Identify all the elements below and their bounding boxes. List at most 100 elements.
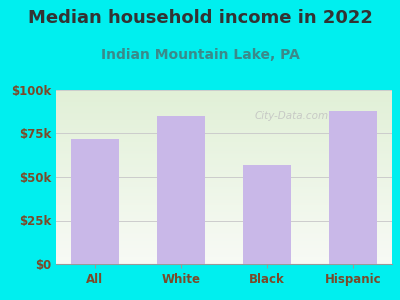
Bar	[56, 135, 392, 137]
Bar	[56, 200, 392, 201]
Bar	[56, 207, 392, 208]
Bar	[56, 163, 392, 165]
Bar	[56, 260, 392, 262]
Bar	[56, 257, 392, 259]
Bar	[56, 139, 392, 140]
Bar	[71, 139, 118, 264]
Bar	[56, 125, 392, 127]
Bar	[56, 259, 392, 260]
Bar	[56, 111, 392, 112]
Bar	[56, 219, 392, 220]
Bar	[330, 111, 377, 264]
Bar	[56, 170, 392, 172]
Bar	[56, 120, 392, 121]
Bar	[56, 140, 392, 142]
Bar	[56, 97, 392, 99]
Bar	[56, 198, 392, 200]
Bar	[56, 243, 392, 245]
Bar	[56, 128, 392, 130]
Bar	[56, 116, 392, 118]
Bar	[56, 165, 392, 167]
Bar	[56, 118, 392, 120]
Bar	[56, 147, 392, 149]
Bar	[56, 252, 392, 254]
Bar	[56, 132, 392, 134]
Bar	[56, 224, 392, 226]
Bar	[56, 240, 392, 242]
Bar	[56, 149, 392, 151]
Bar	[56, 168, 392, 170]
Bar	[56, 262, 392, 264]
Bar	[56, 154, 392, 156]
Bar	[56, 222, 392, 224]
Bar	[56, 210, 392, 212]
Bar	[56, 106, 392, 107]
Bar	[56, 102, 392, 104]
Bar	[56, 233, 392, 234]
Bar	[56, 188, 392, 189]
Bar	[56, 144, 392, 146]
Bar	[56, 189, 392, 191]
Bar	[56, 167, 392, 168]
Bar	[56, 196, 392, 198]
Bar	[56, 254, 392, 255]
Bar	[56, 181, 392, 182]
Bar	[56, 201, 392, 203]
Bar	[56, 245, 392, 247]
Bar	[56, 161, 392, 163]
Bar	[56, 160, 392, 161]
Bar	[56, 242, 392, 243]
Bar	[56, 109, 392, 111]
Bar	[56, 214, 392, 215]
Bar	[56, 227, 392, 229]
Bar	[56, 203, 392, 205]
Bar	[243, 165, 291, 264]
Bar	[56, 212, 392, 214]
Bar	[56, 248, 392, 250]
Bar	[56, 182, 392, 184]
Bar	[56, 156, 392, 158]
Bar	[56, 151, 392, 153]
Text: City-Data.com: City-Data.com	[254, 111, 328, 121]
Bar	[56, 142, 392, 144]
Bar	[56, 92, 392, 94]
Bar	[56, 127, 392, 128]
Bar	[56, 100, 392, 102]
Bar	[56, 186, 392, 188]
Bar	[56, 250, 392, 252]
Bar	[56, 177, 392, 179]
Bar	[56, 146, 392, 147]
Bar	[56, 208, 392, 210]
Bar	[56, 236, 392, 238]
Bar	[56, 215, 392, 217]
Bar	[56, 95, 392, 97]
Bar	[56, 226, 392, 227]
Bar	[56, 114, 392, 116]
Bar	[56, 238, 392, 240]
Bar	[56, 175, 392, 177]
Bar	[56, 94, 392, 95]
Text: Median household income in 2022: Median household income in 2022	[28, 9, 372, 27]
Bar	[56, 231, 392, 233]
Bar	[56, 121, 392, 123]
Text: Indian Mountain Lake, PA: Indian Mountain Lake, PA	[100, 48, 300, 62]
Bar	[56, 220, 392, 222]
Bar	[56, 134, 392, 135]
Bar	[56, 193, 392, 194]
Bar	[56, 90, 392, 92]
Bar	[56, 194, 392, 196]
Bar	[56, 229, 392, 231]
Bar	[56, 179, 392, 181]
Bar	[56, 173, 392, 175]
Bar	[56, 217, 392, 219]
Bar	[56, 191, 392, 193]
Bar	[56, 205, 392, 207]
Bar	[157, 116, 205, 264]
Bar	[56, 130, 392, 132]
Bar	[56, 172, 392, 173]
Bar	[56, 158, 392, 160]
Bar	[56, 123, 392, 125]
Bar	[56, 107, 392, 109]
Bar	[56, 104, 392, 106]
Bar	[56, 112, 392, 114]
